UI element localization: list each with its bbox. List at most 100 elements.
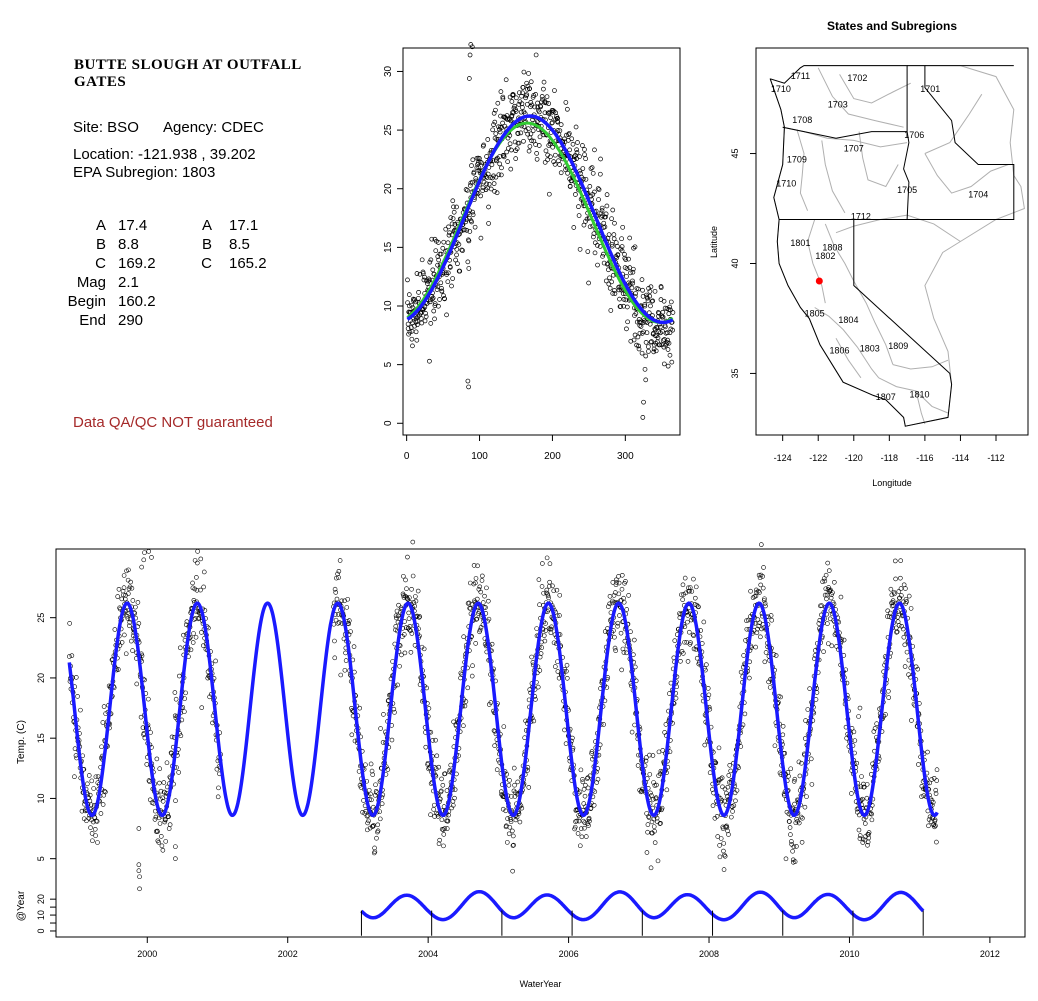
data-point (606, 232, 612, 238)
data-point (628, 270, 633, 276)
map-frame (755, 47, 1029, 436)
data-point (545, 157, 550, 163)
data-point (119, 640, 125, 645)
data-point (406, 303, 412, 309)
data-point (360, 810, 365, 815)
data-point (680, 597, 685, 602)
data-point (473, 580, 478, 586)
data-point (199, 705, 205, 710)
data-point (624, 266, 630, 271)
data-point (470, 663, 475, 669)
data-point (564, 662, 570, 668)
data-point (901, 634, 907, 640)
data-point (439, 286, 444, 291)
data-point (540, 561, 545, 566)
data-point (369, 768, 375, 774)
data-point (630, 278, 635, 284)
data-point (157, 766, 163, 772)
data-point (716, 777, 721, 783)
data-point (497, 161, 503, 167)
data-point (655, 335, 661, 341)
data-point (619, 667, 624, 673)
param-label: C (95, 255, 106, 272)
data-point (611, 232, 617, 237)
data-point (512, 782, 517, 788)
map-title: States and Subregions (827, 19, 957, 33)
data-point (886, 695, 891, 700)
data-point (446, 232, 452, 238)
data-point (492, 119, 498, 125)
data-point (647, 772, 653, 777)
data-point (883, 712, 888, 717)
region-label: 1801 (790, 238, 810, 248)
data-point (838, 594, 844, 600)
data-point (610, 207, 616, 213)
data-point (657, 324, 663, 330)
data-point (345, 596, 351, 602)
data-point (417, 614, 423, 619)
data-point (501, 154, 507, 160)
data-point (500, 96, 506, 101)
data-point (78, 707, 83, 713)
data-point (665, 330, 670, 336)
data-point (543, 621, 548, 626)
data-point (612, 645, 618, 651)
data-point (493, 174, 499, 180)
data-point (574, 818, 580, 824)
data-point (415, 318, 420, 324)
data-point (192, 558, 198, 563)
data-point (439, 817, 445, 823)
data-point (586, 815, 592, 821)
data-point (577, 154, 582, 159)
data-point (899, 593, 904, 598)
data-point (548, 630, 554, 636)
data-point (794, 816, 800, 822)
fit-curve-blue (406, 114, 674, 325)
data-point (432, 316, 437, 322)
data-point (588, 166, 594, 171)
data-point (580, 777, 585, 782)
data-point (537, 668, 543, 673)
data-point (182, 709, 187, 714)
data-point (586, 280, 591, 286)
data-point (862, 821, 868, 826)
data-point (570, 141, 576, 147)
data-point (727, 762, 733, 768)
data-point (101, 704, 107, 709)
data-point (332, 655, 338, 661)
region-label: 1708 (792, 115, 812, 125)
data-point (544, 94, 550, 100)
data-point (412, 323, 417, 329)
data-point (666, 340, 672, 346)
y-tick-label: 30 (383, 65, 394, 77)
y2-tick-label: 20 (36, 894, 46, 904)
data-point (653, 795, 659, 800)
data-point (92, 826, 98, 832)
data-point (619, 248, 625, 254)
data-point (466, 266, 472, 271)
site-title-line2: GATES (74, 74, 127, 90)
data-point (481, 142, 486, 148)
data-point (491, 122, 496, 128)
x-tick-label: -116 (916, 453, 933, 463)
data-point (670, 327, 675, 333)
data-point (645, 298, 651, 304)
data-point (571, 225, 577, 230)
data-point (478, 235, 484, 241)
data-point (715, 834, 721, 839)
data-point (854, 760, 860, 766)
data-point (667, 304, 673, 310)
data-point (514, 146, 520, 152)
data-point (898, 558, 903, 563)
timeseries-chart: 2000 2002 2004 2006 2008 2010 2012 5 10 15 20 25 0 10… (16, 539, 1026, 989)
data-point (792, 801, 797, 807)
data-point (385, 767, 391, 772)
region-boundary (817, 67, 904, 128)
data-point (822, 578, 828, 584)
y-tick-label: 5 (383, 361, 394, 367)
data-point (753, 587, 759, 593)
data-point (465, 187, 470, 193)
data-point (798, 814, 804, 820)
region-label: 1711 (791, 71, 810, 81)
data-point (451, 209, 457, 215)
